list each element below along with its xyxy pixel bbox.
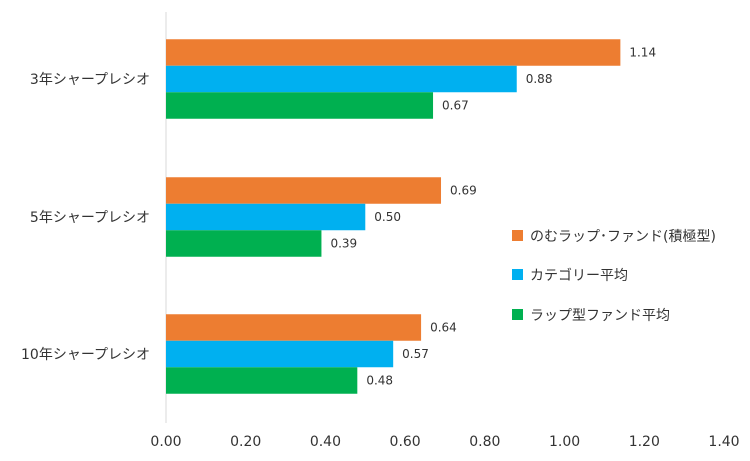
data-label: 0.57 [402,347,429,361]
data-label: 0.67 [442,99,469,113]
x-tick-label: 1.20 [629,434,660,450]
data-label: 0.88 [526,72,553,86]
axes: 0.00 0.20 0.40 0.60 0.80 1.00 1.20 1.40 3年シャープレシ… [21,12,740,450]
bar [166,340,394,368]
data-label: 0.50 [374,210,401,224]
bar [166,230,322,257]
x-tick-label: 1.00 [549,434,580,450]
legend-swatch [512,309,523,320]
x-tick-label: 0.40 [310,434,341,450]
x-tick-label: 0.80 [469,434,500,450]
bar [166,177,442,204]
bar [166,314,422,341]
x-tick-label: 1.40 [708,434,739,450]
data-label: 0.64 [430,321,457,335]
legend-swatch [512,230,523,241]
legend-label: ラップ型ファンド平均 [530,308,670,324]
data-label: 0.48 [366,374,393,388]
bar [166,39,621,66]
x-tick-label: 0.00 [150,434,181,450]
data-labels: 1.14 0.88 0.67 0.69 0.50 0.39 0.640.57 0.48 [330,46,656,388]
category-label: 10年シャープレシオ [21,347,150,363]
legend-label: カテゴリー平均 [530,267,628,284]
bar [166,92,434,119]
bar [166,203,366,231]
data-label: 0.69 [450,184,477,198]
data-label: 0.39 [330,237,357,251]
legend-swatch [512,269,523,280]
category-label: 3年シャープレシオ [30,72,150,88]
x-tick-label: 0.60 [390,434,421,450]
legend-label: のむラップ･ファンド(積極型) [530,229,716,245]
x-tick-label: 0.20 [230,434,261,450]
data-label: 1.14 [629,46,656,60]
category-label: 5年シャープレシオ [30,210,150,226]
bar [166,367,358,394]
bars [166,39,621,394]
bar [166,65,517,93]
